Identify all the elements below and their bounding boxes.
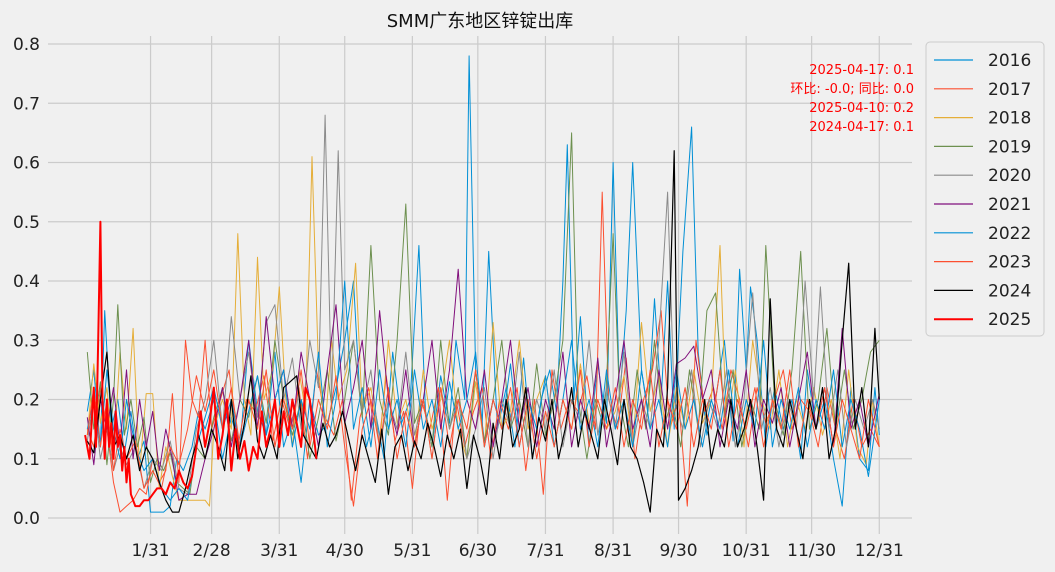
x-tick-label: 4/30 [326, 541, 364, 561]
legend-label: 2020 [988, 166, 1031, 186]
legend-label: 2023 [988, 253, 1031, 273]
y-tick-label: 0.7 [13, 94, 40, 114]
legend-label: 2025 [988, 310, 1031, 330]
y-tick-label: 0.2 [13, 391, 40, 411]
y-tick-label: 0.6 [13, 154, 40, 174]
axis-tick-labels: 0.0 0.1 0.2 0.3 0.4 0.5 0.6 0.7 0.8 1/31 2/28 3/31 4… [13, 35, 904, 561]
x-tick-label: 9/30 [659, 541, 697, 561]
series-line-2025 [84, 220, 318, 508]
series-line-2022 [86, 280, 880, 501]
y-tick-label: 0.4 [13, 272, 40, 292]
legend: 2016 2017 2018 2019 2020 2021 2022 2023 2024 2025 [925, 41, 1045, 337]
y-tick-label: 0.1 [13, 450, 40, 470]
legend-label: 2016 [988, 51, 1031, 71]
x-tick-label: 8/31 [594, 541, 632, 561]
legend-frame [925, 41, 1045, 337]
y-tick-label: 0.0 [13, 509, 40, 529]
series-layer [84, 55, 880, 513]
x-tick-label: 11/30 [787, 541, 836, 561]
legend-label: 2022 [988, 224, 1031, 244]
annotation-line: 环比: -0.0; 同比: 0.0 [790, 82, 914, 97]
annotation-line: 2024-04-17: 0.1 [809, 120, 914, 135]
series-line-2024 [86, 150, 880, 513]
legend-label: 2024 [988, 281, 1031, 301]
x-tick-label: 10/31 [722, 541, 771, 561]
x-tick-label: 2/28 [193, 541, 231, 561]
legend-label: 2019 [988, 137, 1031, 157]
legend-label: 2018 [988, 109, 1031, 129]
y-tick-label: 0.5 [13, 213, 40, 233]
annotation-line: 2025-04-17: 0.1 [809, 63, 914, 78]
legend-label: 2021 [988, 195, 1031, 215]
x-tick-label: 6/30 [459, 541, 497, 561]
chart-title: SMM广东地区锌锭出库 [387, 11, 574, 32]
y-tick-label: 0.3 [13, 331, 40, 351]
x-tick-label: 1/31 [131, 541, 169, 561]
annotation-line: 2025-04-10: 0.2 [809, 101, 914, 116]
legend-label: 2017 [988, 80, 1031, 100]
series-line-2023 [86, 369, 880, 507]
x-tick-label: 7/31 [526, 541, 564, 561]
series-line-2018 [86, 156, 880, 507]
x-tick-label: 12/31 [855, 541, 904, 561]
y-tick-label: 0.8 [13, 35, 40, 55]
series-line-2016 [86, 55, 880, 513]
x-tick-label: 3/31 [260, 541, 298, 561]
x-tick-label: 5/31 [393, 541, 431, 561]
series-line-2017 [86, 191, 880, 513]
annotation-box: 2025-04-17: 0.1 环比: -0.0; 同比: 0.0 2025-04-… [790, 63, 914, 135]
